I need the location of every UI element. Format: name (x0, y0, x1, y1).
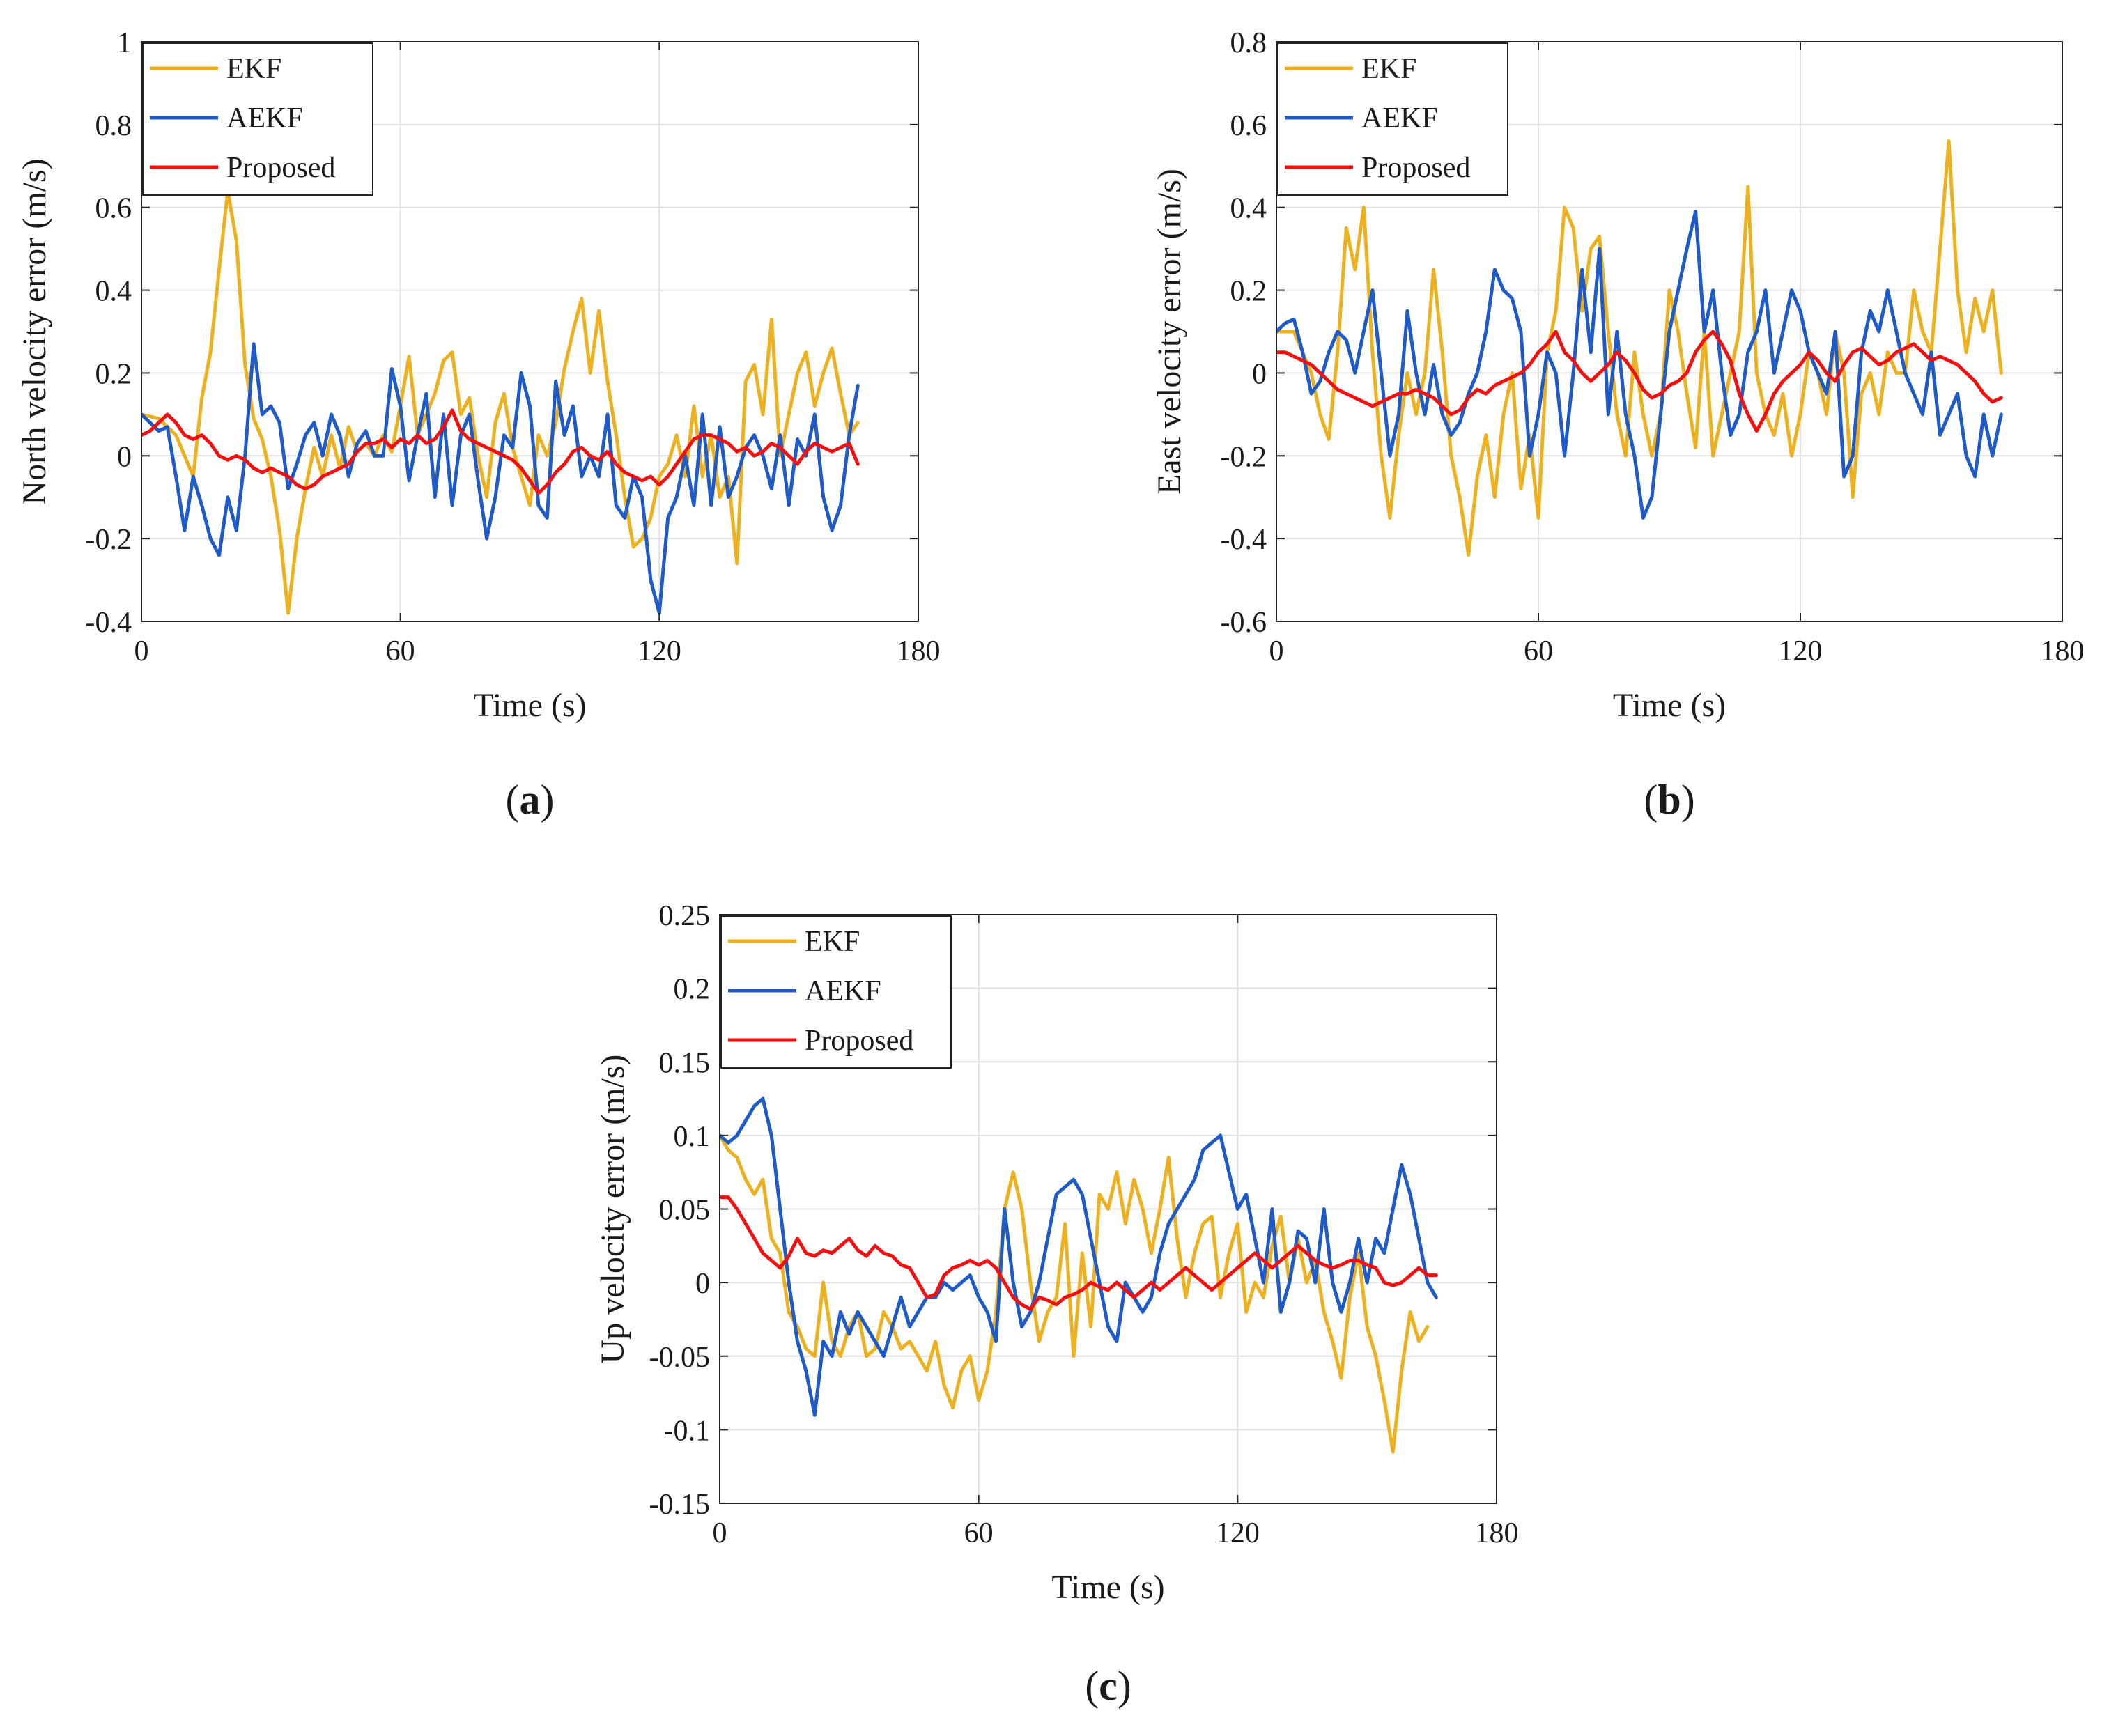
panel-a-ytick-label-6: 0.8 (95, 110, 132, 142)
panel-b-y-axis-title: East velocity error (m/s) (1151, 169, 1188, 495)
panel-c-series-aekf (720, 1096, 1438, 1417)
panel-a-ytick-label-2: 0 (117, 441, 132, 473)
panel-b: 0 60 120 180 -0.6 -0.4 -0.2 0 0.2 0.4 0.6 0.8 EKF A… (1151, 27, 2085, 823)
panel-a-xtick-label-2: 120 (638, 635, 681, 667)
panel-c-plot-lines (720, 1096, 1438, 1454)
panel-b-series-proposed (1276, 330, 2003, 433)
panel-a-ytick-label-4: 0.4 (95, 276, 132, 308)
panel-c-y-axis-title: Up velocity error (m/s) (594, 1055, 631, 1364)
panel-b-ytick-label-3: 0 (1252, 358, 1267, 390)
panel-c-xtick-label-0: 0 (713, 1517, 727, 1549)
panel-b-ytick-label-1: -0.4 (1221, 524, 1267, 556)
panel-b-xtick-label-0: 0 (1269, 635, 1284, 667)
panel-a-legend-label-ekf: EKF (226, 53, 281, 85)
panel-b-ytick-label-0: -0.6 (1221, 607, 1267, 639)
panel-c-xtick-label-1: 60 (964, 1517, 994, 1549)
panel-c-legend-label-proposed: Proposed (805, 1025, 913, 1057)
panel-c-legend-label-ekf: EKF (805, 926, 860, 958)
panel-a-caption-letter: a (520, 777, 541, 823)
panel-c-ytick-label-1: -0.1 (664, 1415, 711, 1447)
panel-c-xtick-label-2: 120 (1216, 1517, 1260, 1549)
panel-b-ytick-label-6: 0.6 (1230, 110, 1267, 142)
panel-a-series-aekf (141, 342, 860, 615)
panel-c-ytick-label-7: 0.2 (674, 974, 711, 1006)
panel-c-caption-letter: c (1099, 1663, 1118, 1709)
panel-c-caption: (c) (1085, 1663, 1131, 1709)
panel-a-caption: (a) (506, 777, 555, 823)
panel-c-ytick-label-5: 0.1 (674, 1121, 711, 1153)
panel-a-legend-label-aekf: AEKF (226, 102, 303, 134)
panel-a-series-proposed (141, 408, 860, 495)
panel-b-ytick-label-2: -0.2 (1221, 441, 1267, 473)
panel-b-gridlines (1276, 42, 2062, 621)
panel-b-xtick-label-3: 180 (2041, 635, 2085, 667)
panel-c-ytick-label-2: -0.05 (649, 1342, 711, 1374)
panel-c: 0 60 120 180 -0.15 -0.1 -0.05 0 0.05 0.1 0.15 0.2 0.… (594, 900, 1519, 1709)
panel-b-legend-label-ekf: EKF (1361, 53, 1416, 85)
panel-c-ytick-label-4: 0.05 (659, 1195, 711, 1227)
panel-b-ytick-label-7: 0.8 (1230, 27, 1267, 59)
panel-a: 0 60 120 180 -0.4 -0.2 0 0.2 0.4 0.6 0.8 1 EKF AEKF… (16, 27, 941, 823)
panel-a-ytick-label-5: 0.6 (95, 193, 132, 225)
panel-a-ytick-label-7: 1 (117, 27, 132, 59)
panel-a-axes-frame (141, 41, 919, 622)
panel-a-xtick-label-3: 180 (897, 635, 941, 667)
panel-c-ytick-label-8: 0.25 (659, 900, 711, 932)
panel-a-plot-lines (141, 189, 860, 615)
panel-a-ytick-label-0: -0.4 (86, 607, 132, 639)
panel-a-xtick-label-0: 0 (134, 635, 149, 667)
panel-a-ytick-label-3: 0.2 (95, 358, 132, 390)
panel-b-xtick-label-1: 60 (1524, 635, 1553, 667)
panel-b-legend: EKF AEKF Proposed (1277, 42, 1508, 196)
panel-a-legend: EKF AEKF Proposed (142, 42, 373, 196)
panel-a-gridlines (141, 42, 918, 621)
panel-b-ticks: 0 60 120 180 -0.6 -0.4 -0.2 0 0.2 0.4 0.6 0.8 (1221, 27, 2085, 667)
panel-c-ticks: 0 60 120 180 -0.15 -0.1 -0.05 0 0.05 0.1 0.15 0.2 0.… (649, 900, 1519, 1549)
panel-c-ytick-label-0: -0.15 (649, 1489, 711, 1521)
panel-c-series-ekf (720, 1133, 1430, 1454)
panel-b-ytick-label-5: 0.4 (1230, 193, 1267, 225)
panel-a-y-axis-title: North velocity error (m/s) (16, 158, 53, 504)
panel-c-xtick-label-3: 180 (1475, 1517, 1519, 1549)
panel-b-caption-letter: b (1658, 777, 1681, 823)
panel-b-caption: (b) (1644, 777, 1694, 823)
panel-c-ytick-label-3: 0 (695, 1268, 710, 1300)
panel-c-legend: EKF AEKF Proposed (720, 915, 952, 1069)
panel-b-legend-label-proposed: Proposed (1361, 152, 1470, 184)
panel-c-x-axis-title: Time (s) (1051, 1569, 1164, 1606)
panel-c-legend-label-aekf: AEKF (805, 975, 881, 1007)
panel-b-plot-lines (1276, 139, 2003, 557)
panel-b-xtick-label-2: 120 (1779, 635, 1823, 667)
panel-c-series-proposed (720, 1195, 1438, 1311)
panel-a-ytick-label-1: -0.2 (86, 524, 132, 556)
panel-b-legend-label-aekf: AEKF (1361, 102, 1438, 134)
panel-b-ytick-label-4: 0.2 (1230, 276, 1267, 308)
panel-b-axes-frame (1276, 41, 2063, 622)
panel-c-ytick-label-6: 0.15 (659, 1047, 711, 1079)
panel-b-series-aekf (1276, 210, 2003, 520)
panel-a-ticks: 0 60 120 180 -0.4 -0.2 0 0.2 0.4 0.6 0.8 1 (86, 27, 941, 667)
panel-a-x-axis-title: Time (s) (473, 687, 586, 724)
panel-b-x-axis-title: Time (s) (1613, 687, 1726, 724)
panel-a-series-ekf (141, 189, 860, 615)
panel-a-xtick-label-1: 60 (386, 635, 415, 667)
panel-a-legend-label-proposed: Proposed (226, 152, 335, 184)
